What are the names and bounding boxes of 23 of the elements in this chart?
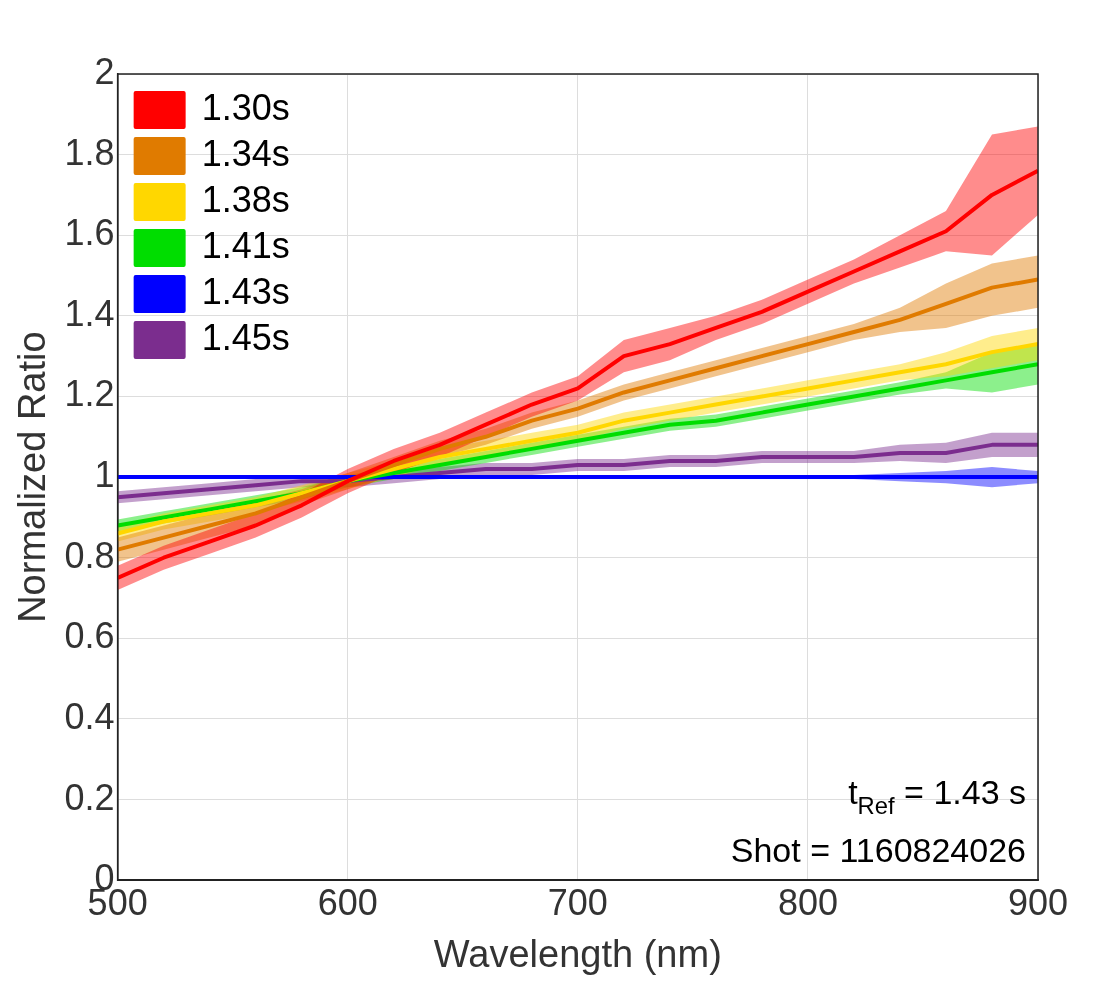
x-tick-label: 700 [547, 881, 608, 923]
y-tick-label: 0.2 [64, 776, 115, 818]
y-tick-label: 1.4 [64, 292, 115, 334]
x-tick-label: 900 [1007, 881, 1069, 923]
legend-label: 1.41s [201, 224, 290, 266]
x-tick-label: 800 [777, 881, 838, 923]
x-tick-label: 600 [317, 881, 378, 923]
legend-label: 1.45s [201, 316, 290, 358]
legend-label: 1.43s [201, 270, 290, 312]
annotation: Shot = 1160824026 [730, 831, 1027, 870]
y-tick-label: 1.8 [64, 131, 115, 173]
y-tick-label: 1.6 [64, 212, 115, 254]
y-tick-label: 1 [94, 454, 115, 496]
legend-label: 1.34s [201, 132, 290, 174]
y-tick-label: 1.2 [64, 373, 115, 415]
legend-label: 1.38s [201, 178, 290, 220]
y-tick-label: 0.6 [64, 615, 115, 657]
y-tick-label: 0.8 [64, 534, 115, 576]
y-axis-title: Normalized Ratio [11, 331, 54, 623]
legend-label: 1.30s [201, 86, 290, 128]
y-tick-label: 2 [94, 50, 115, 92]
x-axis-title: Wavelength (nm) [433, 932, 722, 975]
y-tick-label: 0.4 [64, 695, 115, 737]
